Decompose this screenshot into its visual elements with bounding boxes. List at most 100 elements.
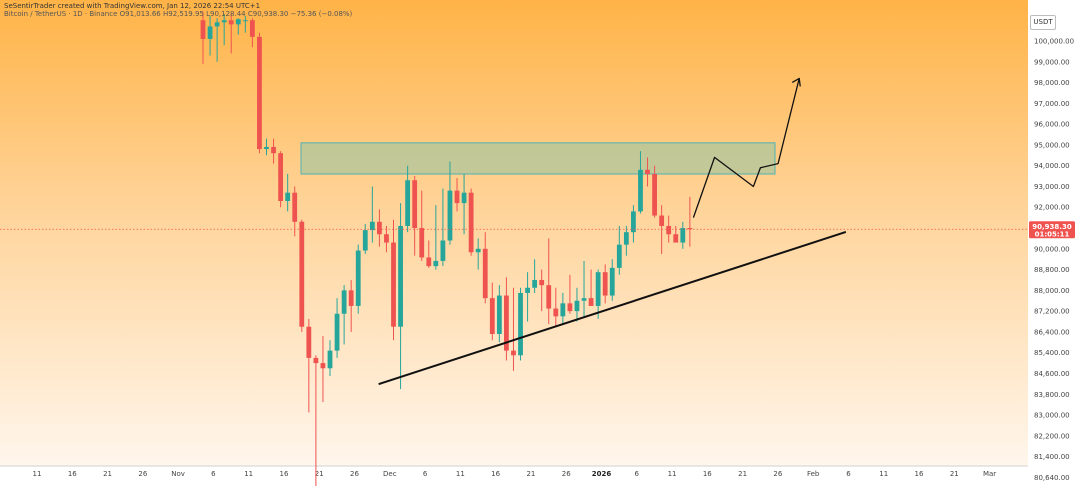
candle-body: [320, 363, 326, 369]
currency-button[interactable]: USDT: [1030, 15, 1056, 30]
x-tick-label: 21: [103, 470, 112, 478]
y-tick-label: 88,000.00: [1034, 287, 1070, 295]
candle: [355, 244, 361, 314]
x-tick-label: 11: [33, 470, 42, 478]
x-tick-label: 6: [846, 470, 851, 478]
resistance-zone[interactable]: [300, 142, 776, 175]
candle-body: [680, 228, 686, 243]
y-tick-label: 81,400.00: [1034, 453, 1070, 461]
x-tick-label: 16: [279, 470, 288, 478]
candle: [567, 274, 573, 314]
y-tick-label: 82,200.00: [1034, 432, 1070, 440]
y-tick-label: 99,000.00: [1034, 58, 1070, 66]
candle-body: [553, 308, 559, 317]
candle: [271, 138, 276, 164]
candle-body: [504, 295, 509, 351]
y-tick-label: 85,400.00: [1034, 349, 1070, 357]
candle-body: [511, 350, 516, 356]
candle: [539, 269, 545, 312]
candle-body: [214, 22, 220, 27]
x-tick-label: 16: [491, 470, 500, 478]
y-tick-label: 97,000.00: [1034, 100, 1070, 108]
candle-body: [461, 192, 467, 204]
y-tick-label: 90,000.00: [1034, 245, 1070, 253]
candle-body: [327, 350, 333, 369]
candle-body: [207, 26, 213, 39]
y-tick-label: 96,000.00: [1034, 121, 1070, 129]
candle-body: [419, 228, 425, 258]
candle-body: [398, 225, 403, 327]
candle-body: [602, 272, 608, 296]
candle-body: [348, 290, 354, 306]
candle: [616, 225, 622, 275]
candle-body: [687, 228, 693, 230]
candle-body: [546, 285, 552, 309]
candle-body: [581, 298, 587, 301]
candle-body: [292, 192, 298, 222]
candle: [419, 190, 425, 261]
candle-body: [278, 153, 284, 202]
candle-body: [433, 260, 439, 267]
candle-body: [440, 240, 446, 261]
candle-body: [235, 19, 241, 25]
candle: [327, 340, 333, 377]
candle-body: [518, 292, 523, 356]
projection-arrowhead: [791, 77, 801, 87]
candle: [652, 165, 657, 218]
candle-body: [285, 192, 291, 202]
candle: [334, 298, 340, 358]
candle-body: [588, 298, 594, 306]
candle-body: [384, 234, 389, 243]
candle: [489, 282, 495, 341]
candle-body: [299, 221, 305, 327]
candle-body: [200, 20, 206, 39]
candle: [249, 18, 255, 48]
candle: [475, 238, 481, 270]
candle: [257, 32, 262, 154]
x-tick-label: 11: [668, 470, 677, 478]
candle: [313, 355, 319, 486]
candle: [553, 287, 559, 327]
time-axis-background: [0, 466, 1078, 486]
candle: [405, 165, 411, 233]
candle-body: [426, 257, 432, 267]
candle-body: [666, 225, 672, 235]
x-tick-label: 11: [244, 470, 253, 478]
candle-body: [616, 244, 622, 268]
projection-path[interactable]: [692, 78, 800, 218]
candle: [623, 225, 629, 256]
candle: [602, 264, 608, 304]
y-tick-label: 87,200.00: [1034, 308, 1070, 316]
y-tick-label: 83,800.00: [1034, 391, 1070, 399]
candle: [214, 18, 220, 62]
y-tick-label: 93,000.00: [1034, 183, 1070, 191]
x-tick-label: 26: [138, 470, 147, 478]
candle: [306, 318, 312, 413]
candle: [574, 287, 580, 322]
candle: [384, 225, 389, 253]
y-tick-label: 94,000.00: [1034, 162, 1070, 170]
candle: [595, 269, 601, 319]
x-tick-label: 21: [950, 470, 959, 478]
candle-body: [341, 290, 347, 314]
candle: [398, 203, 403, 390]
support-trendline[interactable]: [378, 231, 847, 385]
x-tick-label: Nov: [171, 470, 185, 478]
candle-body: [334, 313, 340, 351]
candle-body: [257, 36, 262, 150]
candle: [687, 196, 693, 247]
candle: [560, 292, 566, 325]
candle: [412, 176, 418, 256]
candle: [631, 205, 636, 243]
candle-body: [539, 279, 545, 286]
candle: [511, 287, 516, 371]
candle-body: [355, 250, 361, 306]
candle: [588, 269, 594, 306]
candle-body: [638, 169, 643, 212]
candle: [532, 259, 538, 293]
candle-body: [313, 357, 319, 364]
candle-body: [532, 279, 538, 288]
candle: [447, 161, 453, 245]
x-tick-label: 16: [915, 470, 924, 478]
candle: [426, 240, 432, 268]
